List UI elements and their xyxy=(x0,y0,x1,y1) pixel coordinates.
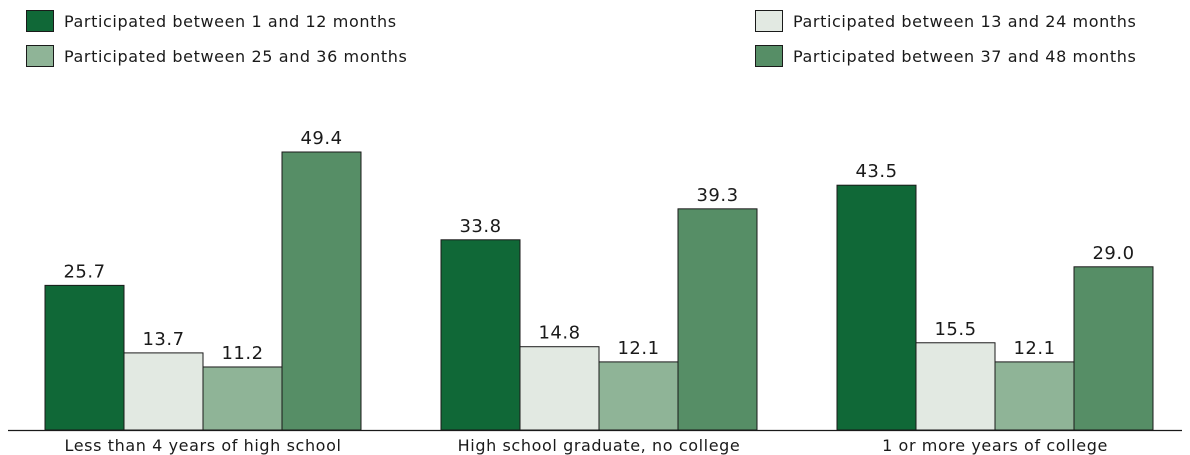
data-label-high-school-graduate-no-college-series-3: 12.1 xyxy=(617,338,659,359)
legend-label-1-12-months: Participated between 1 and 12 months xyxy=(64,11,397,31)
data-label-less-than-4-years-of-high-school-series-3: 11.2 xyxy=(221,343,263,364)
legend-item-37-48-months: Participated between 37 and 48 months xyxy=(755,44,1136,68)
bar-less-than-4-years-of-high-school-series-3 xyxy=(202,366,283,431)
data-label-1-or-more-years-of-college-series-3: 12.1 xyxy=(1013,338,1055,359)
bar-1-or-more-years-of-college-series-3 xyxy=(994,361,1075,431)
category-label-high-school-graduate-no-college: High school graduate, no college xyxy=(458,436,741,455)
bar-less-than-4-years-of-high-school-series-4 xyxy=(281,151,362,431)
bar-less-than-4-years-of-high-school-series-2 xyxy=(123,352,204,431)
data-label-high-school-graduate-no-college-series-4: 39.3 xyxy=(696,185,738,206)
category-label-less-than-4-years-of-high-school: Less than 4 years of high school xyxy=(64,436,341,455)
data-label-1-or-more-years-of-college-series-4: 29.0 xyxy=(1092,243,1134,264)
bar-high-school-graduate-no-college-series-2 xyxy=(519,346,600,431)
legend-swatch-37-48-months xyxy=(755,45,783,67)
legend-item-25-36-months: Participated between 25 and 36 months xyxy=(26,44,407,68)
category-label-1-or-more-years-of-college: 1 or more years of college xyxy=(882,436,1108,455)
legend-swatch-13-24-months xyxy=(755,10,783,32)
data-label-1-or-more-years-of-college-series-1: 43.5 xyxy=(855,161,897,182)
bar-1-or-more-years-of-college-series-4 xyxy=(1073,266,1154,431)
legend-item-1-12-months: Participated between 1 and 12 months xyxy=(26,9,397,33)
bar-high-school-graduate-no-college-series-4 xyxy=(677,208,758,431)
data-label-high-school-graduate-no-college-series-2: 14.8 xyxy=(538,323,580,344)
data-label-less-than-4-years-of-high-school-series-2: 13.7 xyxy=(142,329,184,350)
legend-label-25-36-months: Participated between 25 and 36 months xyxy=(64,46,408,66)
data-label-1-or-more-years-of-college-series-2: 15.5 xyxy=(934,319,976,340)
bar-1-or-more-years-of-college-series-1 xyxy=(836,184,917,431)
data-label-less-than-4-years-of-high-school-series-1: 25.7 xyxy=(63,261,105,282)
data-label-high-school-graduate-no-college-series-1: 33.8 xyxy=(459,216,501,237)
data-label-less-than-4-years-of-high-school-series-4: 49.4 xyxy=(300,128,342,149)
bar-high-school-graduate-no-college-series-1 xyxy=(440,239,521,431)
bar-less-than-4-years-of-high-school-series-1 xyxy=(44,284,125,431)
legend-swatch-25-36-months xyxy=(26,45,54,67)
legend-item-13-24-months: Participated between 13 and 24 months xyxy=(755,9,1136,33)
bar-1-or-more-years-of-college-series-2 xyxy=(915,342,996,431)
legend-swatch-1-12-months xyxy=(26,10,54,32)
legend-label-37-48-months: Participated between 37 and 48 months xyxy=(793,46,1137,66)
bar-high-school-graduate-no-college-series-3 xyxy=(598,361,679,431)
legend-label-13-24-months: Participated between 13 and 24 months xyxy=(793,11,1137,31)
